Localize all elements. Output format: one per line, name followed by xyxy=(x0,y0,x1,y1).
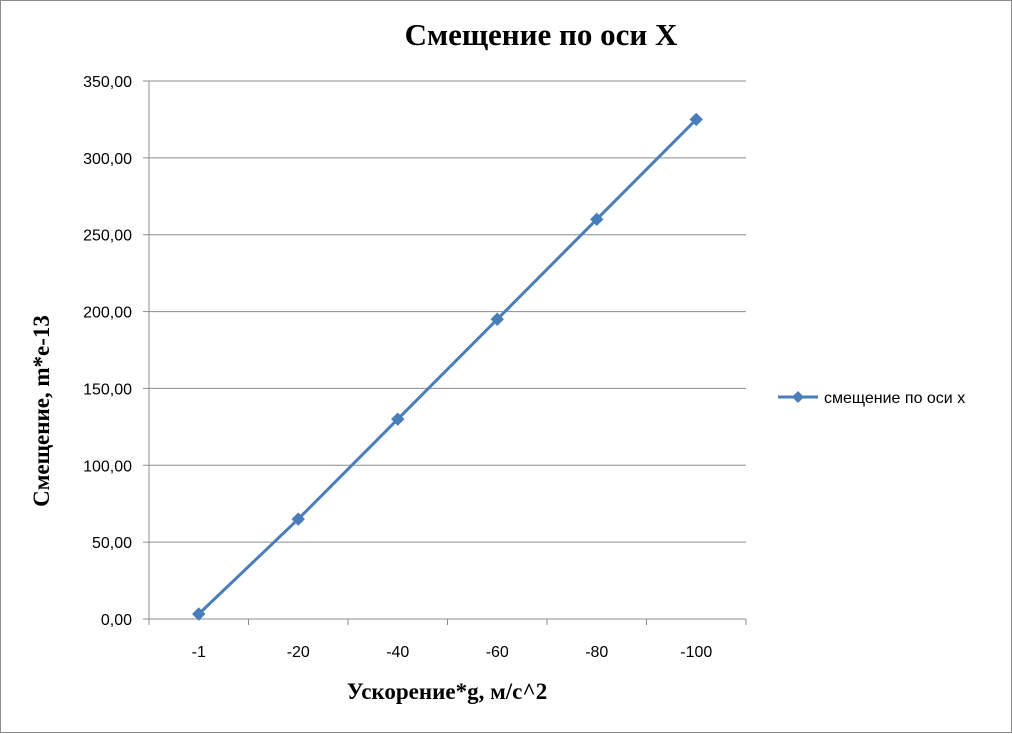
x-tick-labels: -1 -20 -40 -60 -80 -100 xyxy=(192,644,713,661)
data-point-marker xyxy=(291,512,305,526)
x-tick-label: -1 xyxy=(192,644,206,661)
y-tick-labels: 0,00 50,00 100,00 150,00 200,00 250,00 300,00 3… xyxy=(83,74,132,629)
legend: смещение по оси x xyxy=(778,390,965,407)
y-tick-label: 50,00 xyxy=(92,535,132,552)
x-tick-label: -20 xyxy=(287,644,310,661)
series-group xyxy=(192,112,703,621)
y-tick-label: 300,00 xyxy=(83,151,132,168)
x-axis-title: Ускорение*g, м/с^2 xyxy=(347,679,547,704)
data-point-marker xyxy=(590,212,604,227)
chart-title: Смещение по оси X xyxy=(405,17,678,52)
y-tick-label: 200,00 xyxy=(83,305,132,322)
y-tick-label: 0,00 xyxy=(101,612,132,629)
axes xyxy=(148,81,747,625)
data-point-marker xyxy=(192,607,206,621)
data-point-marker xyxy=(391,412,405,426)
legend-label: смещение по оси x xyxy=(824,390,965,407)
y-tick-label: 250,00 xyxy=(83,228,132,245)
x-tick-label: -60 xyxy=(486,644,509,661)
data-point-marker xyxy=(490,312,504,326)
legend-marker-icon xyxy=(792,391,804,403)
data-point-marker xyxy=(689,112,703,127)
y-tick-label: 150,00 xyxy=(83,381,132,398)
y-tick-label: 350,00 xyxy=(83,74,132,91)
y-axis-title: Смещение, m*e-13 xyxy=(29,315,54,507)
series-line xyxy=(197,118,698,616)
x-tick-label: -40 xyxy=(386,644,409,661)
y-tick-label: 100,00 xyxy=(83,458,132,475)
x-tick-label: -80 xyxy=(585,644,608,661)
gridlines xyxy=(143,80,746,620)
x-tick-label: -100 xyxy=(680,644,712,661)
